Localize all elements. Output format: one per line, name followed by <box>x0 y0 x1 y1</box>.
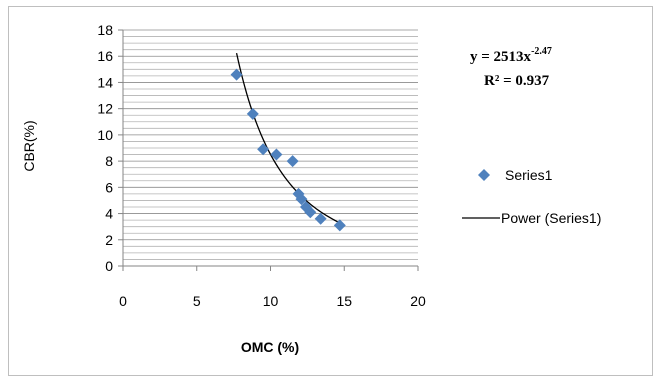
data-point <box>295 193 308 206</box>
x-axis-title: OMC (%) <box>241 339 299 355</box>
x-tick-label: 20 <box>410 293 426 309</box>
y-tick-label: 8 <box>105 153 113 169</box>
y-tick-labels: 0 2 4 6 8 10 12 14 16 18 <box>97 22 123 274</box>
data-points <box>230 68 346 232</box>
chart-frame <box>8 6 653 376</box>
y-axis-title: CBR(%) <box>21 120 37 171</box>
data-point <box>246 107 259 120</box>
data-point <box>333 219 346 232</box>
legend: Series1 Power (Series1) <box>462 167 601 226</box>
data-point <box>304 206 317 219</box>
x-tick-label: 0 <box>119 293 127 309</box>
r-squared-label: R² = 0.937 <box>484 73 550 89</box>
equation-exponent: -2.47 <box>531 46 552 57</box>
legend-label-series1: Series1 <box>505 167 553 183</box>
legend-label-trendline: Power (Series1) <box>501 210 601 226</box>
y-tick-label: 4 <box>105 206 113 222</box>
x-tick-label: 10 <box>263 293 279 309</box>
y-tick-label: 2 <box>105 232 113 248</box>
data-point <box>257 143 270 156</box>
data-point <box>270 148 283 161</box>
power-trendline <box>235 52 341 224</box>
equation-base: y = 2513x <box>470 49 532 65</box>
trendline-equation: y = 2513x-2.47 <box>470 46 552 65</box>
y-tick-label: 14 <box>97 74 113 90</box>
x-tick-label: 5 <box>193 293 201 309</box>
y-tick-label: 16 <box>97 48 113 64</box>
grid-lines <box>123 29 418 267</box>
y-tick-label: 0 <box>105 258 113 274</box>
legend-marker-series1 <box>478 169 490 181</box>
data-point <box>314 212 327 225</box>
y-tick-label: 6 <box>105 179 113 195</box>
y-tick-label: 18 <box>97 22 113 38</box>
data-point <box>286 155 299 168</box>
y-tick-label: 12 <box>97 101 113 117</box>
x-tick-labels: 0 5 10 15 20 <box>119 266 426 309</box>
x-tick-label: 15 <box>336 293 352 309</box>
y-tick-label: 10 <box>97 127 113 143</box>
data-point <box>230 68 243 81</box>
